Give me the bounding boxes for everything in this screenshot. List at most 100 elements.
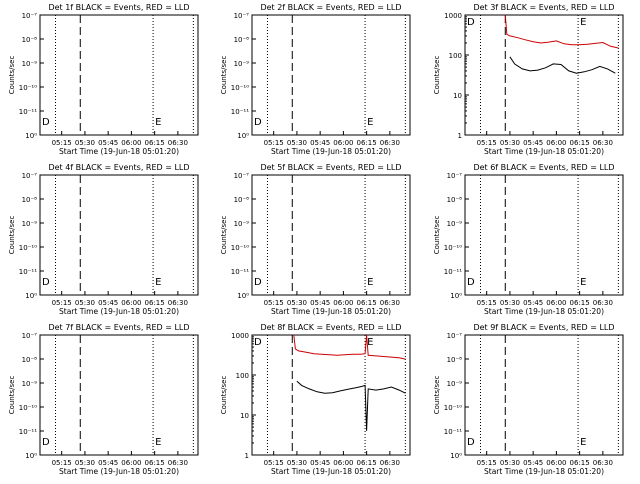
- x-tick-label: 06:15: [357, 459, 377, 467]
- y-tick-label: 10⁻⁷: [22, 332, 38, 340]
- y-tick-label: 10⁰: [237, 132, 249, 140]
- x-tick-label: 05:45: [523, 299, 543, 307]
- x-tick-label: 06:30: [380, 459, 400, 467]
- y-tick-label: 100: [236, 372, 249, 380]
- x-tick-label: 06:30: [593, 459, 613, 467]
- x-tick-label: 05:15: [52, 299, 72, 307]
- y-tick-label: 10⁻⁸: [22, 36, 38, 44]
- y-tick-label: 100: [449, 52, 462, 60]
- y-tick-label: 10⁻⁸: [22, 356, 38, 364]
- y-tick-label: 1: [245, 452, 249, 460]
- x-tick-label: 06:30: [593, 299, 613, 307]
- y-tick-label: 10⁻¹¹: [231, 108, 249, 116]
- panel-title: Det 9f BLACK = Events, RED = LLD: [473, 323, 614, 332]
- y-tick-label: 10⁻¹¹: [444, 268, 462, 276]
- x-axis-label: Start Time (19-Jun-18 05:01:20): [59, 467, 179, 476]
- x-tick-label: 05:30: [75, 299, 95, 307]
- y-tick-label: 10⁻⁸: [234, 196, 250, 204]
- x-tick-label: 06:15: [570, 459, 590, 467]
- y-axis-label: Counts/sec: [433, 56, 441, 95]
- x-tick-label: 05:30: [287, 139, 307, 147]
- y-tick-label: 10⁻⁹: [22, 380, 38, 388]
- y-tick-label: 10⁰: [25, 452, 37, 460]
- y-tick-label: 10⁻⁷: [447, 172, 463, 180]
- x-tick-label: 05:45: [310, 299, 330, 307]
- x-axis-label: Start Time (19-Jun-18 05:01:20): [484, 147, 604, 156]
- marker-d: D: [467, 437, 475, 448]
- x-tick-label: 05:45: [310, 139, 330, 147]
- plot-frame: [251, 334, 411, 456]
- x-tick-label: 06:00: [121, 299, 141, 307]
- panel-det-9: Det 9f BLACK = Events, RED = LLD Counts/s…: [433, 323, 624, 476]
- marker-e: E: [580, 17, 586, 28]
- x-tick-label: 05:30: [500, 299, 520, 307]
- panel-title: Det 3f BLACK = Events, RED = LLD: [473, 3, 614, 12]
- panel-det-1: Det 1f BLACK = Events, RED = LLD Counts/s…: [8, 3, 199, 156]
- panel-title: Det 1f BLACK = Events, RED = LLD: [48, 3, 189, 12]
- x-axis-label: Start Time (19-Jun-18 05:01:20): [484, 467, 604, 476]
- panel-title: Det 7f BLACK = Events, RED = LLD: [48, 323, 189, 332]
- x-tick-label: 06:00: [546, 299, 566, 307]
- marker-e: E: [580, 437, 586, 448]
- x-tick-label: 06:15: [357, 139, 377, 147]
- x-tick-label: 05:45: [310, 459, 330, 467]
- y-axis-label: Counts/sec: [8, 216, 16, 255]
- x-tick-label: 06:00: [121, 459, 141, 467]
- x-tick-label: 05:30: [75, 459, 95, 467]
- panel-det-3: Det 3f BLACK = Events, RED = LLD Counts/s…: [433, 3, 624, 156]
- x-tick-label: 05:30: [75, 139, 95, 147]
- y-axis-label: Counts/sec: [433, 216, 441, 255]
- x-tick-label: 05:15: [264, 459, 284, 467]
- x-tick-label: 06:30: [380, 139, 400, 147]
- x-tick-label: 06:15: [145, 459, 165, 467]
- marker-e: E: [155, 117, 161, 128]
- plot-frame: [251, 174, 411, 296]
- marker-e: E: [367, 117, 373, 128]
- x-tick-label: 06:30: [593, 139, 613, 147]
- marker-e: E: [580, 277, 586, 288]
- x-tick-label: 06:00: [121, 139, 141, 147]
- y-tick-label: 10⁰: [237, 292, 249, 300]
- panel-det-5: Det 5f BLACK = Events, RED = LLD Counts/s…: [220, 163, 411, 316]
- y-tick-label: 10⁻⁷: [22, 172, 38, 180]
- events-series-line: [296, 380, 406, 431]
- x-tick-label: 05:30: [500, 459, 520, 467]
- panel-title: Det 4f BLACK = Events, RED = LLD: [48, 163, 189, 172]
- panel-title: Det 6f BLACK = Events, RED = LLD: [473, 163, 614, 172]
- y-tick-label: 10⁻⁹: [22, 60, 38, 68]
- y-axis-label: Counts/sec: [220, 376, 228, 415]
- y-tick-label: 10: [453, 92, 462, 100]
- marker-e: E: [155, 277, 161, 288]
- x-tick-label: 06:30: [168, 299, 188, 307]
- panel-det-8: Det 8f BLACK = Events, RED = LLD Counts/s…: [220, 323, 411, 476]
- x-tick-label: 05:30: [287, 299, 307, 307]
- lld-series-line: [504, 14, 619, 49]
- y-axis-label: Counts/sec: [8, 56, 16, 95]
- x-axis-label: Start Time (19-Jun-18 05:01:20): [271, 467, 391, 476]
- events-series-line: [509, 56, 616, 74]
- x-tick-label: 05:15: [264, 299, 284, 307]
- x-tick-label: 06:00: [546, 139, 566, 147]
- marker-d: D: [467, 17, 475, 28]
- x-tick-label: 05:15: [477, 299, 497, 307]
- x-tick-label: 06:30: [168, 139, 188, 147]
- y-tick-label: 10⁻⁸: [234, 36, 250, 44]
- plot-frame: [251, 14, 411, 136]
- y-tick-label: 10⁻¹⁰: [231, 244, 249, 252]
- x-tick-label: 05:15: [264, 139, 284, 147]
- y-tick-label: 10⁰: [450, 292, 462, 300]
- y-axis-label: Counts/sec: [220, 216, 228, 255]
- plot-frame: [464, 334, 624, 456]
- y-tick-label: 10⁻¹⁰: [19, 404, 37, 412]
- y-tick-label: 10⁻¹¹: [19, 268, 37, 276]
- marker-d: D: [42, 277, 50, 288]
- y-axis-label: Counts/sec: [220, 56, 228, 95]
- y-tick-label: 10⁻¹¹: [19, 108, 37, 116]
- y-tick-label: 10⁻⁸: [22, 196, 38, 204]
- y-tick-label: 10⁻¹¹: [444, 428, 462, 436]
- y-tick-label: 10⁻⁸: [447, 196, 463, 204]
- x-tick-label: 05:15: [52, 139, 72, 147]
- x-tick-label: 05:45: [523, 139, 543, 147]
- y-tick-label: 10⁰: [450, 452, 462, 460]
